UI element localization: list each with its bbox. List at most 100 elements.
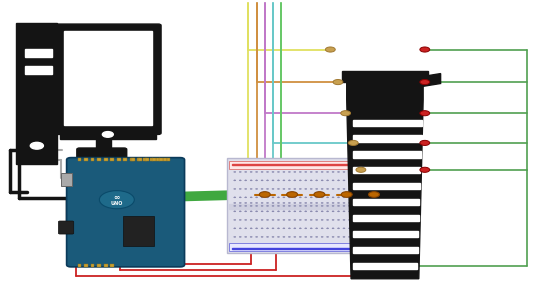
Circle shape — [310, 236, 312, 237]
Circle shape — [256, 219, 258, 220]
Circle shape — [272, 205, 274, 207]
Circle shape — [305, 197, 307, 198]
Circle shape — [250, 236, 252, 237]
Text: ∞: ∞ — [114, 193, 120, 202]
Circle shape — [348, 171, 351, 172]
Circle shape — [337, 171, 340, 172]
Circle shape — [376, 171, 378, 172]
Circle shape — [365, 228, 367, 229]
Circle shape — [277, 197, 280, 198]
Circle shape — [256, 202, 258, 203]
Circle shape — [299, 171, 301, 172]
Circle shape — [266, 228, 269, 229]
Circle shape — [277, 228, 280, 229]
Circle shape — [283, 188, 285, 190]
Bar — [353, 136, 422, 142]
Circle shape — [316, 188, 318, 190]
Circle shape — [256, 197, 258, 198]
Circle shape — [272, 236, 274, 237]
Bar — [229, 243, 404, 251]
Circle shape — [348, 219, 351, 220]
Bar — [232, 248, 401, 249]
Circle shape — [370, 171, 372, 172]
Circle shape — [343, 205, 345, 207]
Circle shape — [381, 211, 383, 212]
Circle shape — [354, 171, 356, 172]
Bar — [91, 158, 94, 161]
Bar — [353, 167, 420, 173]
Circle shape — [299, 197, 301, 198]
Circle shape — [256, 236, 258, 237]
Circle shape — [261, 228, 263, 229]
Circle shape — [365, 180, 367, 181]
Circle shape — [332, 171, 334, 172]
Circle shape — [245, 205, 247, 207]
Circle shape — [376, 236, 378, 237]
Circle shape — [420, 140, 430, 145]
Circle shape — [234, 180, 236, 181]
Circle shape — [321, 219, 323, 220]
Bar — [25, 49, 52, 57]
Circle shape — [327, 219, 329, 220]
Circle shape — [316, 205, 318, 207]
Circle shape — [381, 171, 383, 172]
Circle shape — [261, 171, 263, 172]
Bar — [16, 23, 57, 164]
Circle shape — [348, 140, 358, 145]
Circle shape — [261, 219, 263, 220]
Circle shape — [234, 236, 236, 237]
Circle shape — [343, 219, 345, 220]
Circle shape — [354, 219, 356, 220]
Circle shape — [256, 205, 258, 207]
Circle shape — [359, 236, 361, 237]
Bar — [104, 158, 108, 161]
Circle shape — [299, 188, 301, 190]
Circle shape — [348, 197, 351, 198]
Circle shape — [250, 211, 252, 212]
Circle shape — [327, 211, 329, 212]
Polygon shape — [347, 75, 423, 279]
Circle shape — [365, 197, 367, 198]
Circle shape — [288, 205, 290, 207]
Circle shape — [294, 197, 296, 198]
Circle shape — [283, 219, 285, 220]
Circle shape — [354, 180, 356, 181]
Circle shape — [299, 202, 301, 203]
Circle shape — [245, 219, 247, 220]
Circle shape — [239, 236, 241, 237]
Circle shape — [359, 205, 361, 207]
Bar — [78, 158, 81, 161]
Circle shape — [337, 197, 340, 198]
FancyBboxPatch shape — [58, 221, 74, 234]
Circle shape — [245, 180, 247, 181]
Bar — [143, 158, 147, 161]
Bar — [138, 158, 142, 161]
Bar — [110, 158, 114, 161]
Circle shape — [266, 197, 269, 198]
Circle shape — [365, 205, 367, 207]
Circle shape — [277, 180, 280, 181]
Bar — [97, 264, 101, 267]
Circle shape — [287, 192, 298, 197]
Circle shape — [387, 180, 389, 181]
Circle shape — [356, 167, 366, 172]
Bar — [104, 264, 108, 267]
Circle shape — [261, 197, 263, 198]
Bar — [60, 128, 156, 139]
Circle shape — [381, 197, 383, 198]
Circle shape — [381, 228, 383, 229]
Circle shape — [332, 236, 334, 237]
Circle shape — [256, 228, 258, 229]
Circle shape — [294, 171, 296, 172]
Circle shape — [354, 228, 356, 229]
Circle shape — [365, 202, 367, 203]
Circle shape — [332, 219, 334, 220]
Circle shape — [370, 202, 372, 203]
Circle shape — [272, 171, 274, 172]
Bar — [150, 158, 153, 161]
Bar — [117, 158, 121, 161]
Circle shape — [376, 188, 378, 190]
Circle shape — [321, 236, 323, 237]
Circle shape — [245, 171, 247, 172]
FancyBboxPatch shape — [67, 158, 185, 267]
